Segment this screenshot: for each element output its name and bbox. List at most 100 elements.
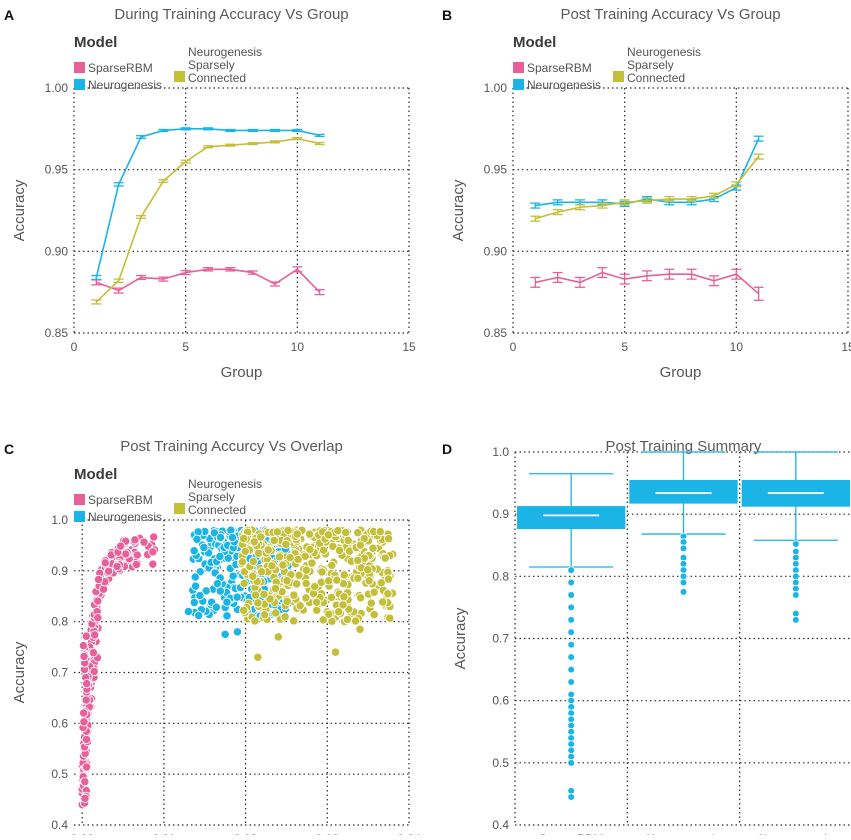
scatter-point [237,557,248,567]
outlier-point [567,715,575,724]
outlier-point [792,572,800,581]
x-tick-label: 15 [402,340,416,354]
error-bar [314,133,325,137]
y-tick-label: 0.9 [51,564,68,578]
error-bar [158,128,169,133]
outlier-point [567,787,575,795]
scatter-point [93,574,104,585]
error-bar [136,215,146,219]
scatter-point [369,587,379,597]
scatter-point [232,627,243,637]
series-sparserbm [91,266,325,296]
panel-letter: C [4,441,14,457]
scatter-point [332,575,342,585]
scatter-point [343,535,353,546]
scatter-point [250,590,261,600]
error-bar [709,192,719,199]
outlier-point [567,703,575,711]
y-tick-label: 0.90 [45,244,69,258]
y-tick-label: 1.0 [51,513,68,527]
legend-swatch-sparserbm [74,62,85,73]
scatter-point [249,537,259,547]
error-bar [136,274,146,281]
x-tick-label: 15 [841,340,851,354]
scatter-point [260,610,270,620]
legend: Model SparseRBM Neurogenesis Neurogenesis Sp… [74,34,262,92]
scatter-point [282,596,292,606]
outlier-point [792,578,800,587]
outlier-point [567,640,575,649]
chart-title: Post Training Accuracy Vs Group [560,6,780,23]
scatter-point [232,592,242,602]
scatter-point [281,539,291,549]
scatter-point [301,593,311,603]
x-tick-label: 10 [730,340,744,354]
error-bar [270,281,280,287]
scatter-point [272,527,282,537]
scatter-point [293,554,303,565]
y-tick-label: 0.85 [45,326,69,340]
error-bar [225,267,236,272]
outlier-point [567,578,575,587]
scatter-point [294,570,304,580]
error-bar [753,135,764,142]
scatter-point [220,629,230,640]
panel-letter: D [442,441,452,457]
error-bar [753,286,764,301]
error-bar [619,273,630,285]
outlier-point [567,653,575,661]
scatter-point [317,567,327,577]
legend-swatch-neurogenesis [74,79,85,90]
error-bar [597,202,608,209]
scatter-point [89,666,99,677]
scatter-point [278,560,288,570]
scatter-point [383,574,394,584]
scatter-point [318,615,328,625]
error-bar [225,143,236,147]
error-bar [314,289,325,296]
scatter-point [212,578,223,589]
scatter-point [327,560,337,571]
scatter-point [263,545,273,555]
scatter-point [130,535,140,545]
scatter-point [238,533,249,544]
legend-title: Model [74,466,117,483]
scatter-point [364,576,374,586]
scatter-point [253,548,264,558]
error-bar [270,140,280,144]
scatter-point [377,597,388,607]
scatter-point [323,530,334,540]
scatter-point [81,695,91,705]
scatter-point [289,590,299,600]
scatter-point [81,734,92,745]
box-body [517,506,626,530]
error-bar [686,195,697,203]
legend: Model SparseRBM Neurogenesis Neurogenesis Sp… [74,466,262,524]
scatter-point [82,762,92,772]
scatter-point [228,571,238,581]
scatter-point [385,613,395,623]
scatter-point [326,592,337,603]
chart-title: Post Training Summary [606,438,762,455]
error-bar [113,278,124,284]
error-bar [203,267,213,272]
scatter-point [301,578,311,589]
error-bar [552,209,563,216]
outlier-point [567,566,575,574]
scatter-point [98,584,109,594]
error-bar [575,276,585,288]
outlier-point [567,759,575,767]
outlier-point [792,553,800,562]
y-tick-label: 0.8 [492,569,509,583]
y-tick-label: 0.95 [484,163,508,177]
x-axis-label: Group [221,364,263,381]
scatter-point [282,576,292,586]
scatter-point [209,528,220,538]
y-tick-label: 0.8 [51,615,68,629]
scatter-point [190,572,200,582]
scatter-point [310,581,320,592]
scatter-point [250,616,260,626]
x-axis-label: Group [660,364,702,381]
